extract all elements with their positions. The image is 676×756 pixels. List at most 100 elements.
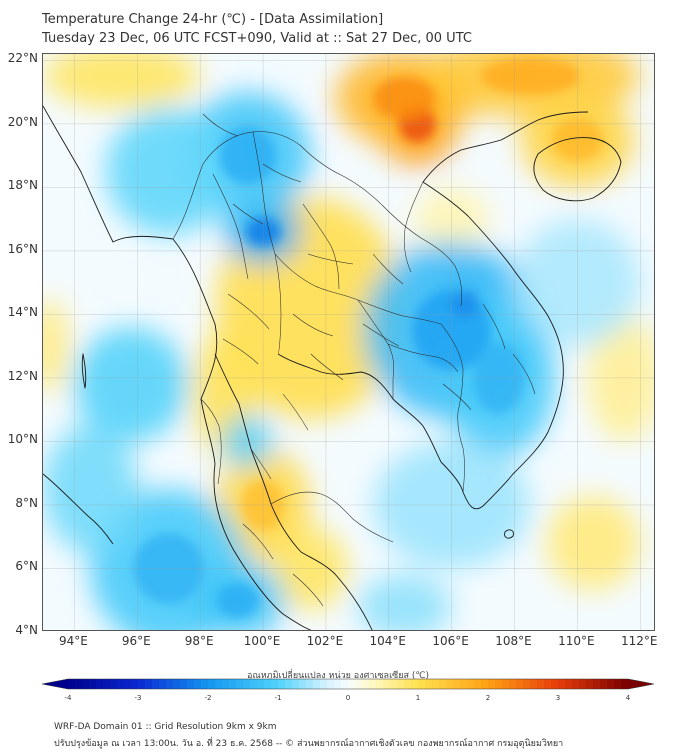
latitude-label: 8°N	[15, 495, 38, 510]
colorbar-cell	[138, 679, 146, 689]
anomaly-region	[43, 54, 201, 108]
map-subtitle: Tuesday 23 Dec, 06 UTC FCST+090, Valid a…	[42, 31, 472, 46]
latitude-label: 6°N	[15, 559, 38, 574]
colorbar-cell	[425, 679, 433, 689]
graticule	[43, 54, 654, 630]
colorbar-cell	[166, 679, 174, 689]
latitude-label: 12°N	[7, 368, 38, 383]
latitude-label: 14°N	[7, 305, 38, 320]
longitude-label: 112°E	[621, 634, 658, 648]
anomaly-region	[545, 495, 641, 591]
colorbar-cell	[607, 679, 615, 689]
longitude-label: 100°E	[243, 634, 281, 648]
colorbar-cell	[509, 679, 517, 689]
colorbar-cell	[530, 679, 538, 689]
colorbar-cell	[600, 679, 608, 689]
colorbar-cell	[397, 679, 405, 689]
colorbar-outline	[41, 678, 655, 690]
longitude-label: 110°E	[558, 634, 595, 648]
colorbar-cell	[236, 679, 244, 689]
anomaly-region	[43, 298, 69, 394]
colorbar-cell	[271, 679, 279, 689]
colorbar-min-extension	[42, 679, 68, 689]
colorbar-cell	[341, 679, 349, 689]
anomaly-region	[105, 107, 232, 236]
latitude-label: 22°N	[7, 51, 38, 66]
colorbar-cell	[208, 679, 216, 689]
colorbar-cell	[614, 679, 622, 689]
colorbar-cell	[75, 679, 83, 689]
latitude-label: 10°N	[7, 432, 38, 447]
colorbar-cell	[278, 679, 286, 689]
colorbar-cell	[460, 679, 468, 689]
colorbar-cell	[348, 679, 356, 689]
colorbar-max-extension	[628, 679, 654, 689]
latitude-label: 16°N	[7, 241, 38, 256]
colorbar-cell	[285, 679, 293, 689]
longitude-label: 108°E	[495, 634, 532, 648]
colorbar-cell	[187, 679, 195, 689]
colorbar-cell	[96, 679, 104, 689]
colorbar-cell	[257, 679, 265, 689]
colorbar-cell	[201, 679, 209, 689]
colorbar-cell	[537, 679, 545, 689]
colorbar-cell	[579, 679, 587, 689]
anomaly-region	[357, 574, 452, 630]
colorbar-cell	[222, 679, 230, 689]
latitude-label: 20°N	[7, 114, 38, 129]
colorbar-cell	[117, 679, 125, 689]
longitude-label: 96°E	[121, 634, 151, 648]
colorbar-cell	[432, 679, 440, 689]
latitude-label: 4°N	[15, 623, 38, 637]
colorbar-cell	[334, 679, 342, 689]
colorbar-cell	[243, 679, 251, 689]
colorbar-cell	[362, 679, 370, 689]
longitude-label: 98°E	[184, 634, 214, 648]
colorbar-cell	[523, 679, 531, 689]
colorbar-cell	[593, 679, 601, 689]
longitude-label: 102°E	[306, 634, 344, 648]
longitude-label: 106°E	[432, 634, 469, 648]
colorbar-tick-label: -2	[204, 694, 212, 702]
colorbar-cell	[313, 679, 321, 689]
colorbar-cell	[502, 679, 510, 689]
colorbar-cell	[621, 679, 629, 689]
colorbar-tick-label: -1	[274, 694, 282, 702]
temperature-change-map	[42, 53, 655, 631]
colorbar-cell	[383, 679, 391, 689]
colorbar-tick-label: -4	[64, 694, 72, 702]
colorbar-cell	[467, 679, 475, 689]
colorbar-cell	[306, 679, 314, 689]
colorbar-cell	[320, 679, 328, 689]
colorbar-cell	[446, 679, 454, 689]
colorbar-title: อุณหภูมิเปลี่ยนแปลง หน่วย องศาเซลเซียส (…	[246, 671, 430, 681]
anomaly-core	[216, 583, 260, 618]
colorbar-cell	[516, 679, 524, 689]
colorbar-cell	[152, 679, 160, 689]
anomaly-core	[219, 127, 276, 185]
colorbar-cell	[481, 679, 489, 689]
latitude-label: 18°N	[7, 178, 38, 193]
colorbar-cell	[355, 679, 363, 689]
colorbar-cell	[572, 679, 580, 689]
colorbar-cell	[264, 679, 272, 689]
colorbar-cell	[124, 679, 132, 689]
colorbar-cell	[89, 679, 97, 689]
country-borders	[172, 113, 536, 607]
colorbar-cell	[194, 679, 202, 689]
colorbar-cell	[131, 679, 139, 689]
colorbar-cell	[376, 679, 384, 689]
colorbar-cell	[369, 679, 377, 689]
colorbar-cell	[145, 679, 153, 689]
colorbar-tick-label: 0	[345, 694, 351, 702]
colorbar-cell	[159, 679, 167, 689]
colorbar-cell	[390, 679, 398, 689]
colorbar-cell	[474, 679, 482, 689]
colorbar	[41, 678, 655, 690]
colorbar-cell	[488, 679, 496, 689]
colorbar-cell	[68, 679, 76, 689]
anomaly-region	[43, 425, 138, 553]
longitude-label: 104°E	[369, 634, 407, 648]
colorbar-cell	[82, 679, 90, 689]
colorbar-cell	[215, 679, 223, 689]
